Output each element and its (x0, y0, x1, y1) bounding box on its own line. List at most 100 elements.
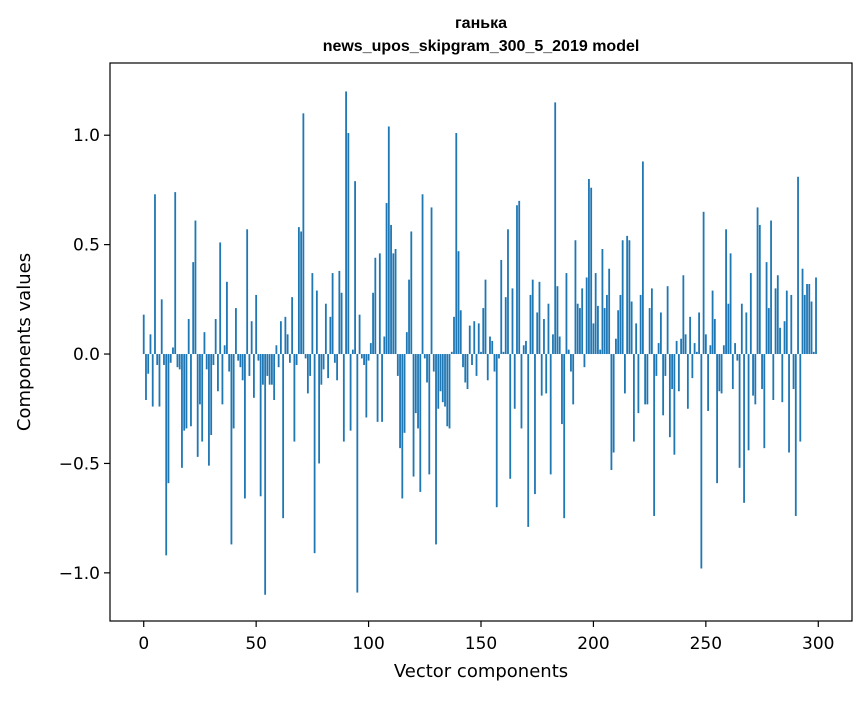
bar (682, 275, 685, 355)
bar (385, 203, 388, 355)
bar (691, 354, 694, 379)
x-axis-ticks: 0 50 100 150 200 250 300 (138, 621, 834, 654)
bar (311, 273, 314, 355)
bar (806, 284, 808, 355)
bar (381, 354, 383, 422)
bar (340, 292, 343, 355)
bar (196, 354, 199, 457)
bar (369, 343, 372, 355)
bar (163, 354, 165, 365)
bar (785, 290, 788, 355)
bar (232, 354, 235, 429)
bar (172, 347, 174, 355)
bar (405, 332, 408, 355)
bar (709, 345, 712, 355)
bar (531, 279, 534, 355)
bar (423, 354, 426, 359)
bar (648, 308, 651, 355)
bar (264, 354, 267, 595)
bar (248, 354, 251, 376)
bar (475, 354, 478, 376)
y-tick-label: 0.0 (73, 345, 100, 365)
bar (149, 334, 152, 355)
bar (594, 273, 597, 355)
bar (659, 312, 662, 355)
bar (781, 354, 784, 403)
bar (720, 354, 723, 394)
bar (392, 253, 395, 355)
bar (752, 354, 754, 396)
bar (513, 354, 516, 409)
bar (783, 321, 786, 355)
bar (727, 303, 730, 355)
bar (306, 354, 309, 394)
bar (700, 354, 703, 569)
bar (509, 354, 512, 479)
bar (486, 354, 489, 381)
bar (154, 194, 156, 355)
bar (417, 354, 419, 429)
bar (158, 354, 161, 407)
bar (810, 301, 813, 355)
bar (167, 354, 170, 484)
bar (500, 259, 503, 355)
bar (626, 235, 629, 355)
bar (790, 294, 793, 355)
y-axis-ticks: −1.0 −0.5 0.0 0.5 1.0 (59, 126, 110, 584)
bar (403, 354, 406, 433)
bar (174, 192, 177, 355)
bar (583, 354, 586, 368)
bar (437, 354, 440, 409)
bar (590, 187, 593, 355)
bar (208, 354, 210, 466)
bar (556, 286, 559, 355)
bar (749, 273, 752, 355)
bar (502, 351, 505, 355)
bar (217, 354, 219, 392)
bar (318, 354, 321, 464)
bar (266, 354, 269, 376)
bar (576, 303, 579, 355)
y-tick-label: −1.0 (59, 564, 100, 584)
bar (147, 354, 150, 374)
bar (686, 354, 689, 409)
bar (347, 133, 350, 355)
bar (644, 354, 647, 405)
bar (767, 308, 770, 355)
x-tick-label: 300 (802, 634, 834, 654)
bars-group (142, 91, 817, 595)
bar (579, 308, 581, 355)
bar (680, 338, 683, 355)
bar (412, 354, 415, 477)
bar (736, 354, 739, 361)
bar (345, 91, 347, 355)
bar (435, 354, 437, 545)
bar (351, 349, 354, 355)
bar (565, 273, 568, 355)
bar (295, 354, 298, 365)
bar (689, 316, 692, 355)
bar (327, 354, 329, 379)
bar (673, 354, 676, 455)
x-tick-label: 100 (352, 634, 384, 654)
bar (212, 354, 215, 365)
bar (489, 336, 491, 355)
bar (444, 354, 446, 407)
bar (637, 354, 640, 414)
bar (275, 345, 278, 355)
bar (349, 354, 352, 431)
bar (329, 316, 332, 355)
bar (549, 354, 552, 475)
bar (621, 240, 624, 355)
bar (432, 354, 435, 372)
bar (297, 227, 300, 355)
bar (731, 354, 734, 390)
bar (572, 354, 575, 405)
bar (738, 354, 741, 468)
x-tick-label: 200 (577, 634, 609, 654)
bar (639, 294, 642, 355)
bar (356, 354, 359, 593)
bar (421, 194, 424, 355)
bar (534, 354, 536, 495)
